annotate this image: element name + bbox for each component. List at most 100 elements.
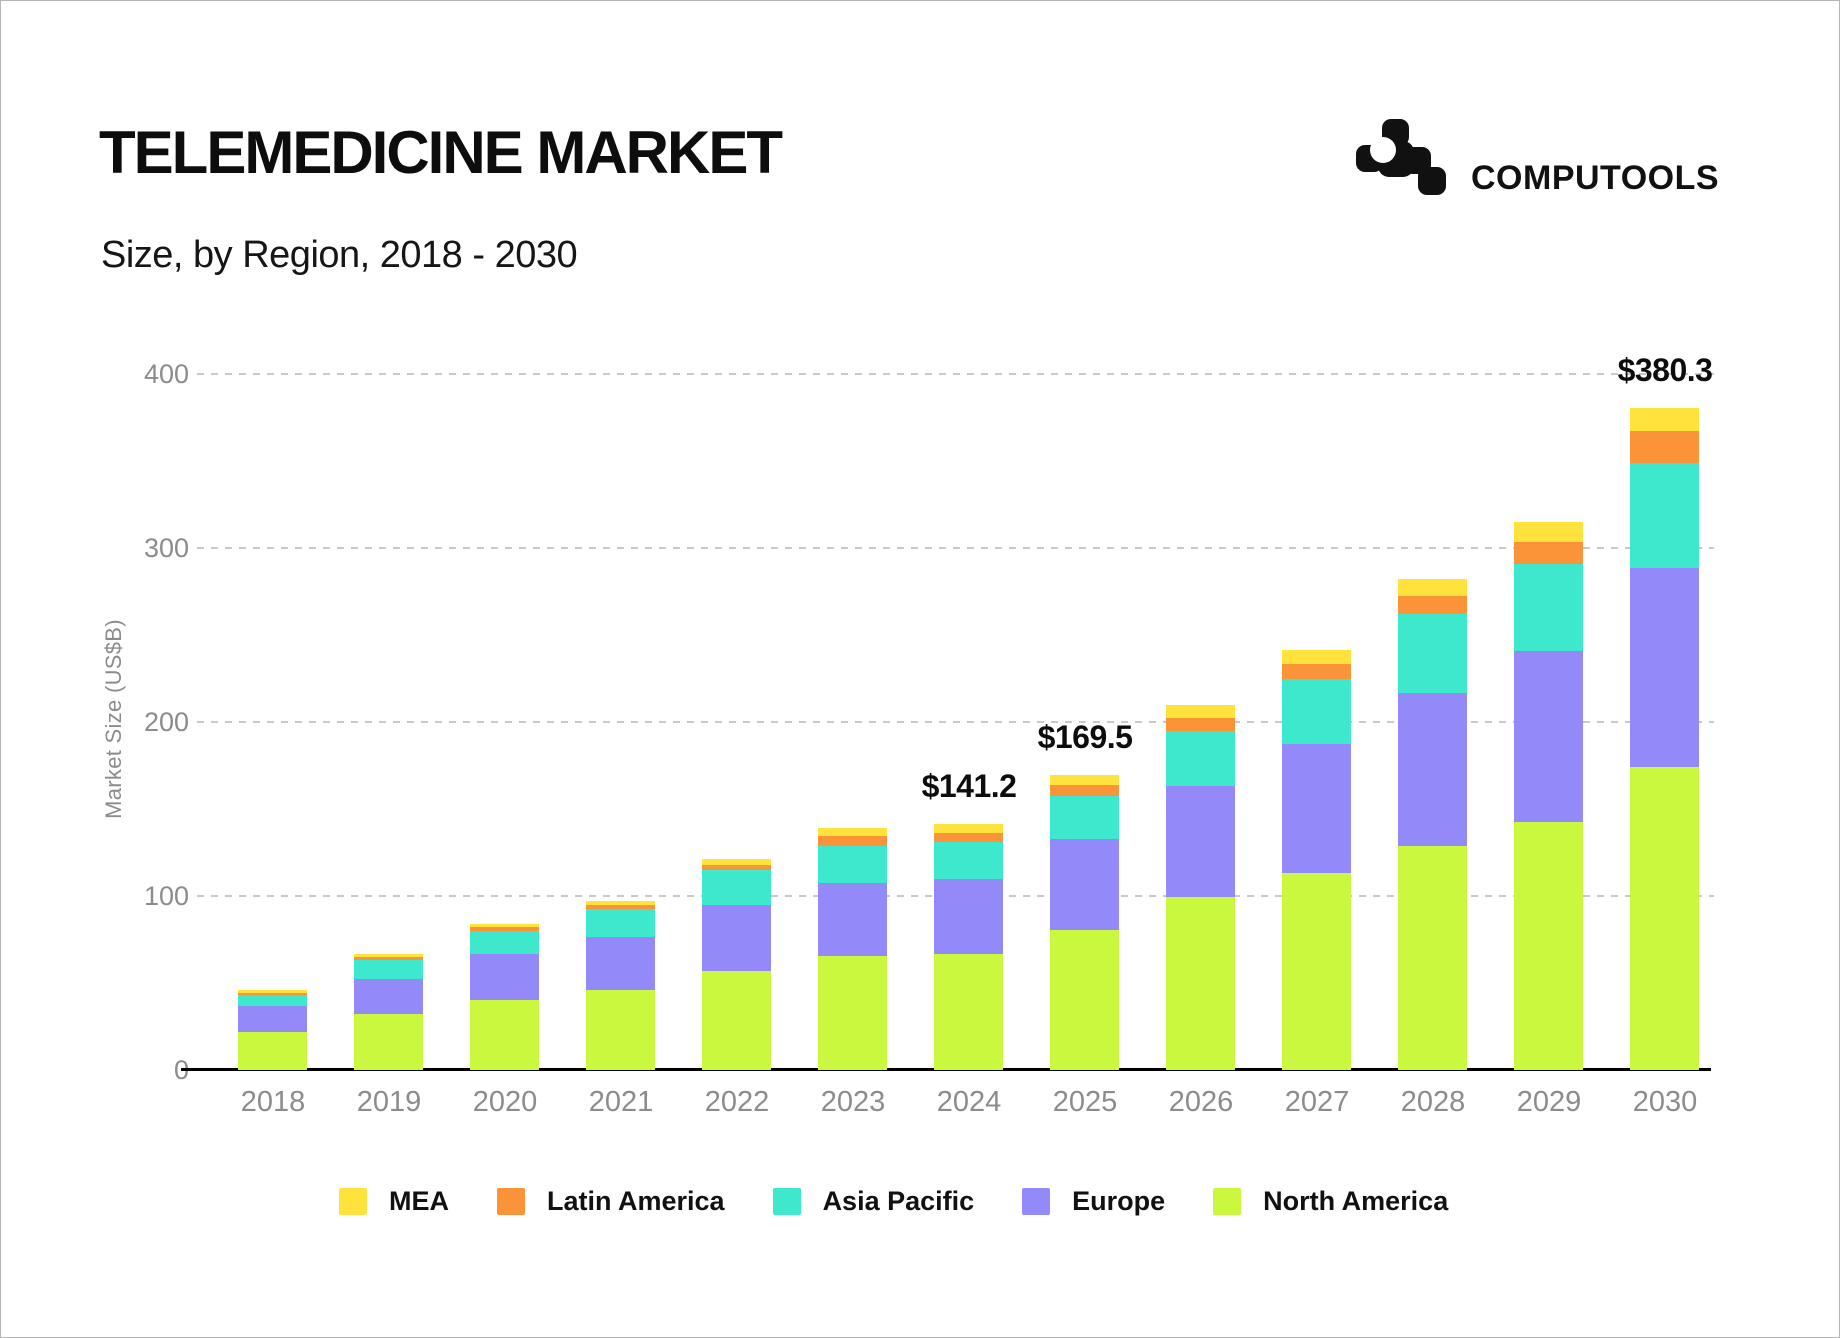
page-title: TELEMEDICINE MARKET — [99, 119, 783, 186]
bar-segment-europe-2029 — [1514, 651, 1583, 822]
legend-label-mea: MEA — [389, 1186, 449, 1216]
bar-segment-mea-2029 — [1514, 522, 1583, 542]
legend-label-north-america: North America — [1263, 1186, 1449, 1216]
x-tick-2020: 2020 — [472, 1086, 538, 1118]
bar-segment-latin-america-2028 — [1398, 596, 1467, 614]
bar-segment-mea-2020 — [470, 924, 539, 927]
x-tick-2030: 2030 — [1632, 1086, 1698, 1118]
legend-item-mea: MEA — [339, 1186, 449, 1217]
bar-segment-north-america-2019 — [354, 1014, 423, 1070]
value-label-2025: $169.5 — [1037, 719, 1133, 755]
bar-segment-north-america-2029 — [1514, 822, 1583, 1070]
bar-segment-north-america-2030 — [1630, 767, 1699, 1070]
gridline-300 — [197, 547, 1714, 549]
bar-segment-europe-2025 — [1050, 839, 1119, 930]
bar-segment-asia-pacific-2026 — [1166, 731, 1235, 786]
chart-legend: MEA Latin America Asia Pacific Europe North … — [339, 1186, 1448, 1217]
bar-segment-latin-america-2027 — [1282, 664, 1351, 679]
x-tick-2029: 2029 — [1516, 1086, 1582, 1118]
x-tick-2021: 2021 — [588, 1086, 654, 1118]
bar-segment-mea-2026 — [1166, 705, 1235, 718]
legend-item-asia-pacific: Asia Pacific — [772, 1186, 975, 1217]
bar-segment-latin-america-2018 — [238, 993, 307, 995]
bar-segment-europe-2018 — [238, 1006, 307, 1032]
bar-segment-latin-america-2026 — [1166, 718, 1235, 731]
value-label-2024: $141.2 — [921, 768, 1017, 804]
bar-segment-latin-america-2029 — [1514, 542, 1583, 564]
bar-segment-latin-america-2023 — [818, 836, 887, 846]
computools-brand-text: COMPUTOOLS — [1471, 159, 1720, 197]
legend-item-latin-america: Latin America — [497, 1186, 725, 1217]
gridline-200 — [197, 721, 1714, 723]
bar-segment-mea-2022 — [702, 859, 771, 865]
bar-segment-europe-2023 — [818, 883, 887, 956]
legend-item-europe: Europe — [1022, 1186, 1165, 1217]
bar-segment-north-america-2023 — [818, 956, 887, 1070]
bar-segment-asia-pacific-2023 — [818, 846, 887, 883]
bar-segment-asia-pacific-2027 — [1282, 679, 1351, 744]
bar-segment-asia-pacific-2022 — [702, 870, 771, 905]
bar-segment-europe-2024 — [934, 879, 1003, 954]
y-tick-200: 200 — [143, 707, 189, 737]
x-tick-2019: 2019 — [356, 1086, 422, 1118]
bar-segment-latin-america-2030 — [1630, 431, 1699, 463]
bar-segment-europe-2019 — [354, 979, 423, 1014]
bar-segment-europe-2020 — [470, 954, 539, 1000]
legend-label-latin-america: Latin America — [547, 1186, 725, 1216]
x-tick-2022: 2022 — [704, 1086, 770, 1118]
x-tick-2026: 2026 — [1168, 1086, 1234, 1118]
y-tick-400: 400 — [143, 359, 189, 389]
bar-segment-asia-pacific-2021 — [586, 909, 655, 937]
x-tick-2018: 2018 — [240, 1086, 306, 1118]
bar-segment-north-america-2018 — [238, 1032, 307, 1070]
bar-segment-mea-2023 — [818, 828, 887, 836]
legend-item-north-america: North America — [1213, 1186, 1448, 1217]
y-tick-100: 100 — [143, 881, 189, 911]
bar-segment-mea-2024 — [934, 824, 1003, 833]
bar-segment-north-america-2021 — [586, 990, 655, 1070]
gridline-400 — [197, 373, 1714, 375]
bar-segment-north-america-2025 — [1050, 930, 1119, 1070]
bar-segment-north-america-2026 — [1166, 897, 1235, 1070]
y-tick-0: 0 — [99, 1055, 189, 1085]
legend-swatch-mea — [339, 1188, 367, 1215]
bar-segment-mea-2019 — [354, 954, 423, 957]
bar-segment-asia-pacific-2029 — [1514, 564, 1583, 651]
bar-segment-north-america-2020 — [470, 1000, 539, 1070]
bar-segment-latin-america-2019 — [354, 957, 423, 960]
x-tick-2024: 2024 — [936, 1086, 1002, 1118]
bar-segment-asia-pacific-2028 — [1398, 614, 1467, 693]
bar-segment-mea-2027 — [1282, 650, 1351, 664]
bar-segment-asia-pacific-2025 — [1050, 796, 1119, 839]
bar-segment-mea-2025 — [1050, 775, 1119, 785]
legend-label-europe: Europe — [1072, 1186, 1166, 1216]
legend-swatch-europe — [1022, 1188, 1051, 1215]
bar-segment-asia-pacific-2024 — [934, 842, 1003, 879]
bar-segment-asia-pacific-2030 — [1630, 463, 1699, 568]
computools-logo: COMPUTOOLS — [1356, 119, 1776, 199]
bar-segment-asia-pacific-2018 — [238, 995, 307, 1006]
bar-segment-north-america-2022 — [702, 971, 771, 1070]
x-tick-2028: 2028 — [1400, 1086, 1466, 1118]
bar-segment-europe-2027 — [1282, 744, 1351, 873]
bar-segment-asia-pacific-2020 — [470, 931, 539, 954]
bar-segment-europe-2030 — [1630, 568, 1699, 767]
bar-segment-north-america-2027 — [1282, 873, 1351, 1070]
y-tick-300: 300 — [143, 533, 189, 563]
x-tick-2023: 2023 — [820, 1086, 886, 1118]
bar-segment-asia-pacific-2019 — [354, 960, 423, 979]
legend-label-asia-pacific: Asia Pacific — [822, 1186, 975, 1216]
bar-segment-europe-2021 — [586, 937, 655, 990]
bar-segment-mea-2021 — [586, 901, 655, 905]
x-tick-2025: 2025 — [1052, 1086, 1118, 1118]
legend-swatch-north-america — [1213, 1188, 1242, 1215]
bar-segment-latin-america-2024 — [934, 833, 1003, 842]
bar-segment-mea-2018 — [238, 990, 307, 993]
bar-segment-latin-america-2020 — [470, 927, 539, 931]
page-subtitle: Size, by Region, 2018 - 2030 — [101, 234, 578, 276]
bar-segment-mea-2030 — [1630, 408, 1699, 431]
x-tick-2027: 2027 — [1284, 1086, 1350, 1118]
bar-segment-north-america-2028 — [1398, 846, 1467, 1070]
bar-segment-latin-america-2025 — [1050, 785, 1119, 796]
bar-segment-north-america-2024 — [934, 954, 1003, 1070]
